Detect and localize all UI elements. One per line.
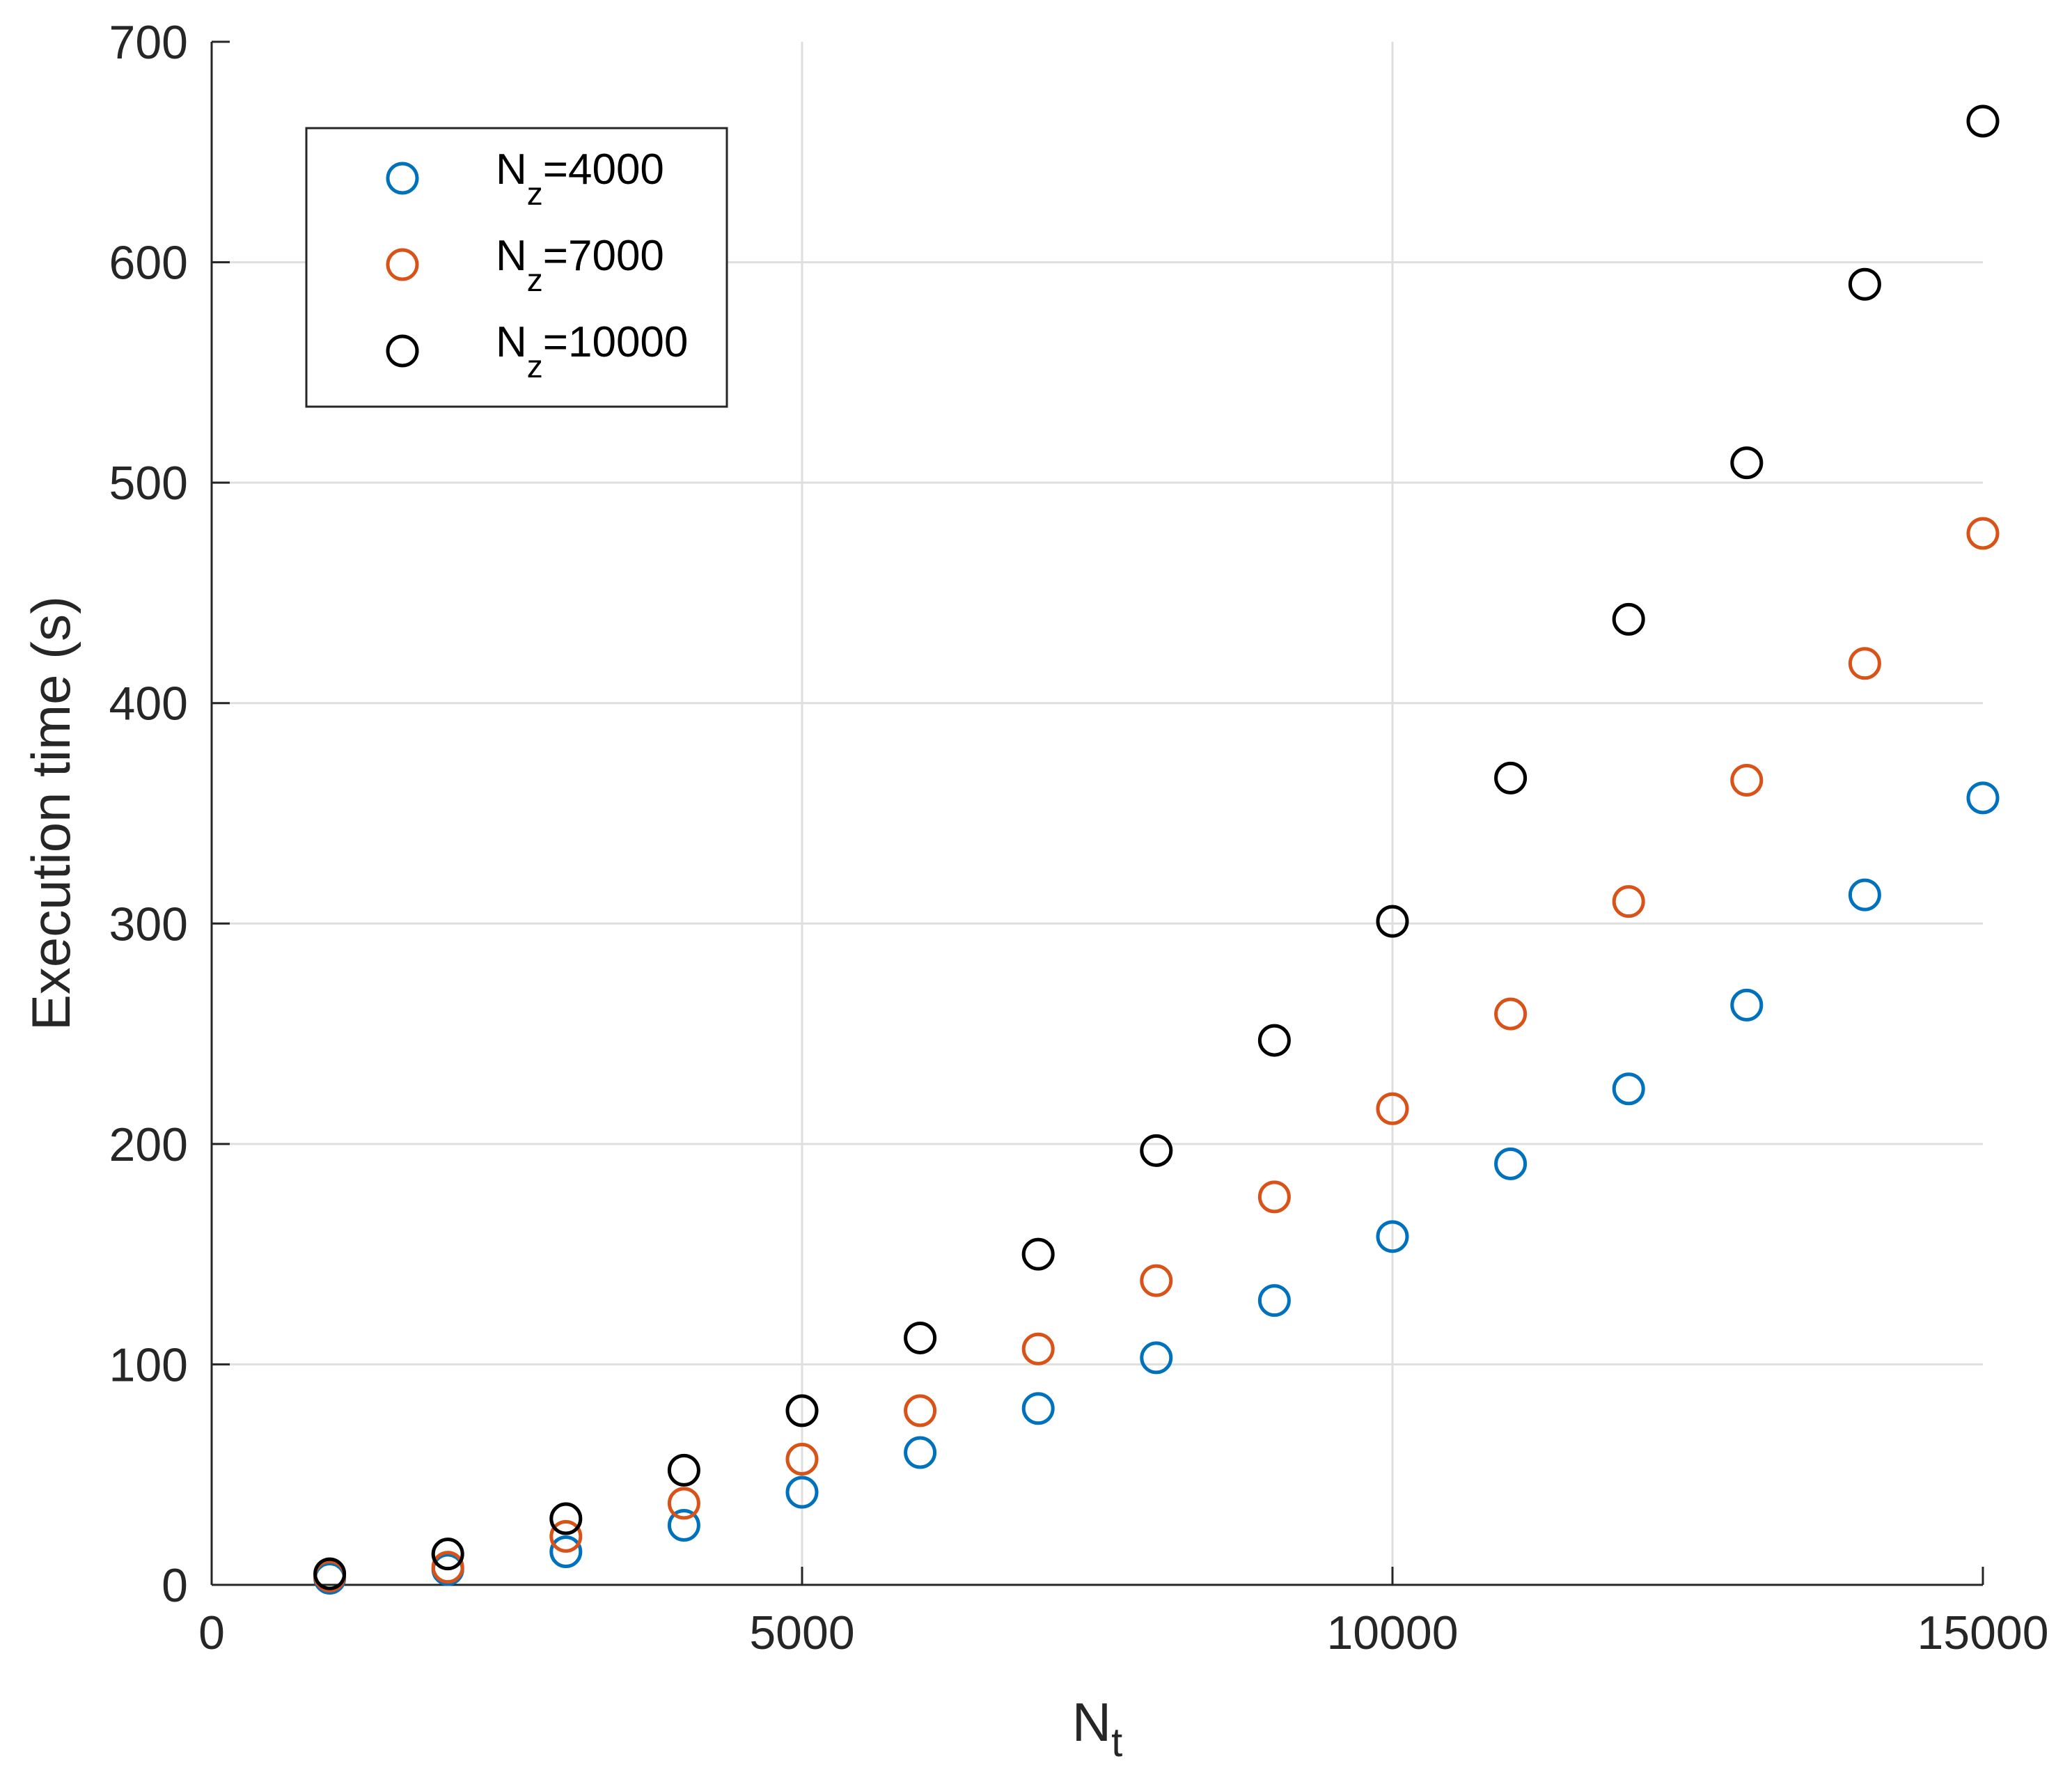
legend-label-main: N <box>496 146 527 194</box>
y-tick-label: 700 <box>109 16 188 69</box>
y-tick-label: 300 <box>109 898 188 950</box>
y-axis-label: Execution time (s) <box>20 596 81 1031</box>
data-point <box>1730 764 1764 797</box>
data-point <box>667 1487 700 1520</box>
y-tick-label: 0 <box>162 1559 188 1612</box>
data-point <box>549 1535 583 1569</box>
data-point <box>1257 1180 1291 1214</box>
series-2 <box>313 517 2000 1593</box>
data-point <box>1612 1072 1645 1106</box>
data-point <box>549 1519 583 1553</box>
data-point <box>1140 1264 1173 1297</box>
data-point <box>1848 647 1881 680</box>
legend-label-subscript: z <box>527 262 543 298</box>
data-point <box>1376 1220 1409 1253</box>
data-point <box>1494 761 1528 795</box>
data-point <box>667 1509 700 1542</box>
data-point <box>667 1453 700 1487</box>
data-point <box>1966 104 2000 138</box>
x-tick-label: 15000 <box>1917 1606 2048 1659</box>
y-axis-ticks: 0 100 200 300 400 500 600 700 <box>109 16 230 1612</box>
y-tick-label: 600 <box>109 237 188 290</box>
data-point <box>1376 905 1409 938</box>
x-axis-label-main: N <box>1072 1691 1111 1753</box>
legend-label-main: N <box>496 232 527 280</box>
data-point <box>1612 885 1645 918</box>
x-axis-ticks: 0 5000 10000 15000 <box>198 1567 2049 1659</box>
legend-label-rest: =4000 <box>543 146 664 194</box>
data-point <box>1494 1147 1528 1180</box>
series-3 <box>313 104 2000 1590</box>
data-point <box>1021 1237 1055 1271</box>
data-point <box>431 1551 464 1584</box>
legend-label-rest: =7000 <box>543 232 664 280</box>
data-point <box>1140 1134 1173 1167</box>
legend-label-main: N <box>496 318 527 366</box>
legend-label-rest: =10000 <box>543 318 689 366</box>
data-point <box>785 1476 819 1509</box>
legend-label-subscript: z <box>527 348 543 384</box>
data-points <box>313 104 2000 1595</box>
y-tick-label: 200 <box>109 1118 188 1171</box>
data-point <box>1848 267 1881 301</box>
data-point <box>1257 1284 1291 1317</box>
legend-label-3: Nz=10000 <box>496 318 688 384</box>
x-tick-label: 5000 <box>749 1606 854 1659</box>
legend-label-2: Nz=7000 <box>496 232 664 298</box>
data-point <box>1494 997 1528 1031</box>
data-point <box>1730 446 1764 480</box>
data-point <box>785 1443 819 1476</box>
data-point <box>1848 878 1881 911</box>
x-axis-label: Nt <box>1072 1691 1122 1765</box>
legend-label-1: Nz=4000 <box>496 146 664 212</box>
data-point <box>1966 517 2000 550</box>
legend-box <box>305 127 728 408</box>
data-point <box>904 1321 937 1354</box>
data-point <box>904 1436 937 1469</box>
data-point <box>1612 602 1645 636</box>
data-point <box>1021 1332 1055 1366</box>
data-point <box>313 1557 347 1590</box>
data-point <box>1966 781 2000 815</box>
axes <box>210 42 1983 1586</box>
data-point <box>1730 988 1764 1022</box>
data-point <box>431 1537 464 1571</box>
data-point <box>1257 1024 1291 1057</box>
legend-marker-1 <box>386 162 419 195</box>
legend-marker-3 <box>386 334 419 368</box>
data-point <box>904 1394 937 1427</box>
data-point <box>1376 1092 1409 1125</box>
x-tick-label: 0 <box>198 1606 225 1659</box>
y-tick-label: 500 <box>109 457 188 510</box>
y-tick-label: 400 <box>109 678 188 730</box>
x-axis-label-subscript: t <box>1111 1720 1122 1765</box>
data-point <box>549 1502 583 1535</box>
legend-marker-2 <box>386 248 419 281</box>
legend-label-subscript: z <box>527 175 543 212</box>
data-point <box>785 1394 819 1427</box>
x-tick-label: 10000 <box>1326 1606 1458 1659</box>
y-tick-label: 100 <box>109 1338 188 1391</box>
data-point <box>1021 1392 1055 1425</box>
data-point <box>1140 1341 1173 1375</box>
